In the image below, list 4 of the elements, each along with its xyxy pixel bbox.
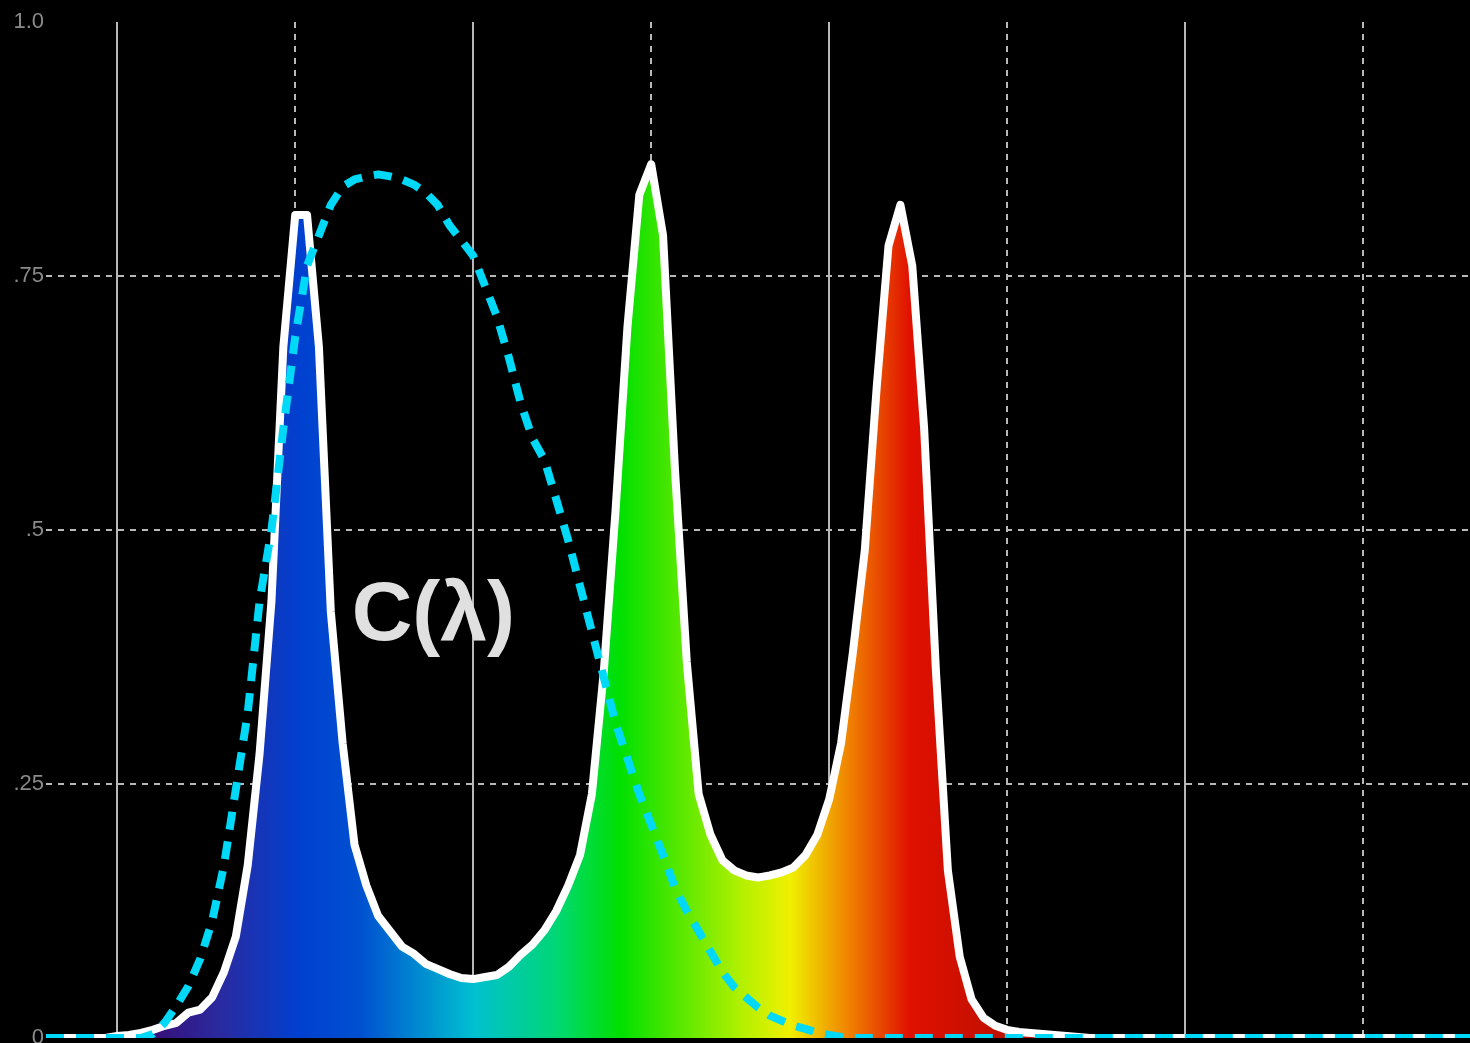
y-tick-label: .25 (13, 770, 44, 796)
y-tick-label: 1.0 (13, 8, 44, 34)
y-tick-label: .75 (13, 262, 44, 288)
y-tick-label: .5 (25, 516, 44, 542)
